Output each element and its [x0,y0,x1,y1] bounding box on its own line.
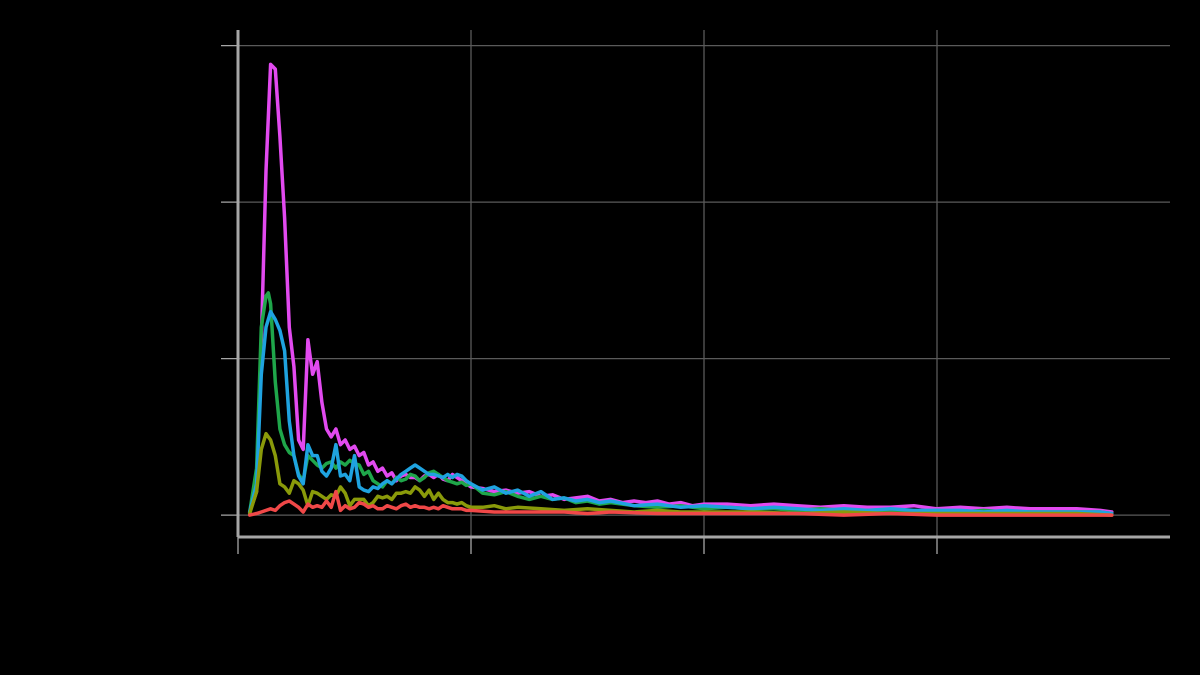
series-line [247,489,1114,517]
ticks [221,44,938,554]
series-line [247,431,1114,517]
series-group [247,62,1114,517]
series-line [247,309,1114,516]
